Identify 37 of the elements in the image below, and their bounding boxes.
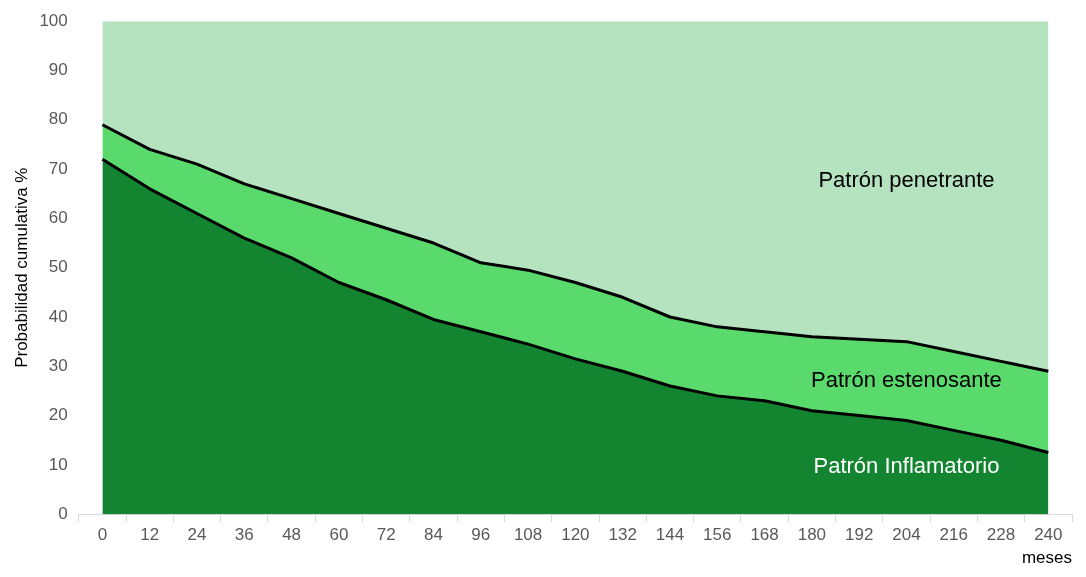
y-tick-label: 60 [48, 208, 68, 228]
y-tick-label: 40 [48, 306, 68, 326]
x-tick-label: 156 [703, 525, 732, 545]
y-tick-label: 10 [48, 454, 68, 474]
y-tick-label: 100 [39, 10, 68, 30]
x-tick-label: 204 [892, 525, 921, 545]
x-tick-label: 192 [844, 525, 874, 545]
x-tick-label: 180 [797, 525, 827, 545]
x-tick-label: 132 [608, 525, 637, 545]
series-label: Patrón estenosante [811, 367, 1002, 393]
x-tick-label: 108 [513, 525, 543, 545]
x-tick-label: 12 [140, 525, 160, 545]
x-tick-label: 96 [471, 525, 491, 545]
x-tick-label: 36 [234, 525, 254, 545]
y-tick-label: 50 [48, 257, 68, 277]
series-label: Patrón penetrante [818, 167, 995, 193]
y-tick-label: 80 [48, 109, 68, 129]
x-tick-label: 0 [97, 525, 108, 545]
y-tick-label: 70 [48, 158, 68, 178]
x-tick-label: 120 [561, 525, 590, 545]
x-axis-title: meses [1021, 548, 1072, 568]
x-tick-label: 144 [655, 525, 685, 545]
x-tick-label: 168 [750, 525, 779, 545]
x-tick-label: 48 [282, 525, 302, 545]
y-tick-label: 30 [48, 355, 68, 375]
x-tick-label: 24 [187, 525, 207, 545]
y-axis-title: Probabilidad cumulativa % [11, 167, 31, 368]
x-tick-label: 72 [376, 525, 396, 545]
y-tick-label: 20 [48, 405, 68, 425]
series-label: Patrón Inflamatorio [813, 453, 1000, 479]
x-tick-label: 84 [424, 525, 443, 545]
x-tick-label: 216 [939, 525, 968, 545]
x-tick-label: 60 [329, 525, 349, 545]
y-tick-label: 0 [58, 503, 68, 523]
y-tick-label: 90 [48, 60, 68, 80]
x-tick-label: 228 [986, 525, 1016, 545]
x-tick-label: 240 [1034, 525, 1063, 545]
